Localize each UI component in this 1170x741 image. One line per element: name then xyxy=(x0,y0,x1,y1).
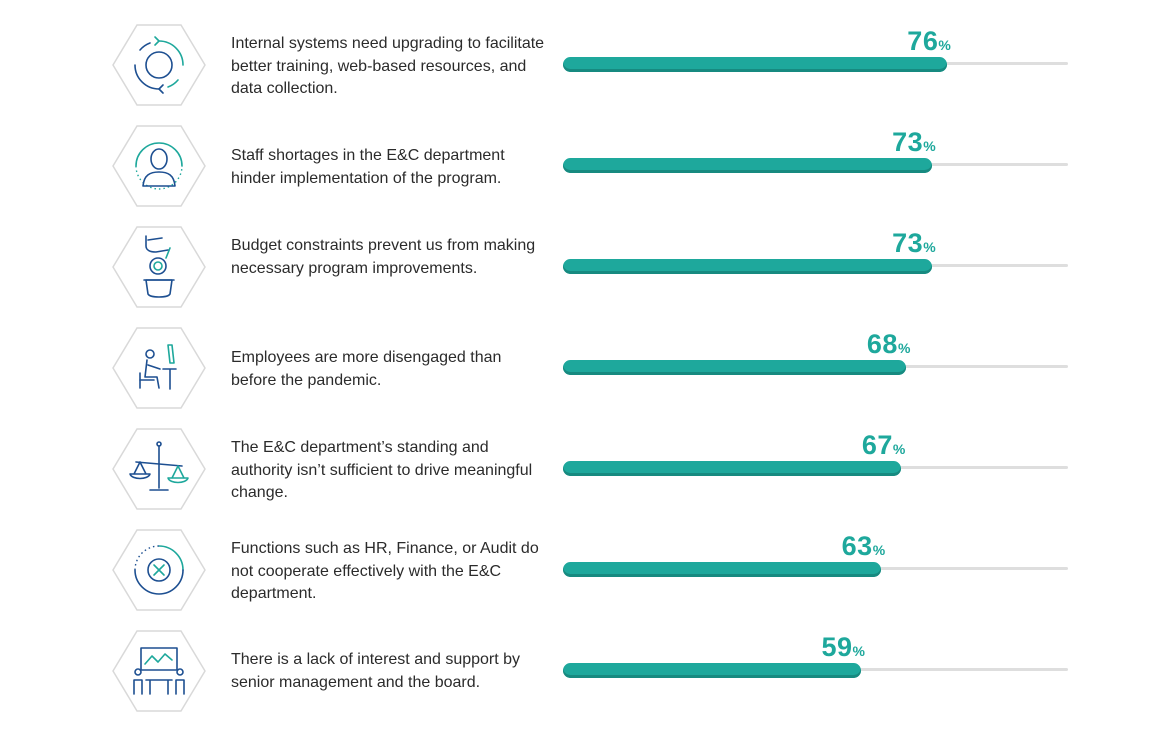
bar-row: Staff shortages in the E&C department hi… xyxy=(0,123,1170,223)
person-icon xyxy=(112,125,206,207)
data-label-value: 68 xyxy=(866,329,898,359)
bar xyxy=(563,360,907,375)
bar-row: The E&C department’s standing and author… xyxy=(0,426,1170,526)
bar-label: Functions such as HR, Finance, or Audit … xyxy=(231,540,539,602)
bar-row: Functions such as HR, Finance, or Audit … xyxy=(0,527,1170,627)
bar xyxy=(563,562,882,577)
percent-sign: % xyxy=(897,340,911,356)
bar-label: There is a lack of interest and support … xyxy=(231,651,521,691)
data-label: 73% xyxy=(816,228,936,258)
data-label: 68% xyxy=(790,329,911,359)
bar-label: Staff shortages in the E&C department hi… xyxy=(231,147,505,187)
bar-row: There is a lack of interest and support … xyxy=(0,628,1170,728)
coin-hand-icon xyxy=(112,226,206,308)
percent-sign: % xyxy=(923,138,936,154)
desk-worker-icon xyxy=(112,327,206,409)
refresh-circle-icon xyxy=(112,24,206,106)
data-label: 73% xyxy=(816,127,936,157)
bar xyxy=(563,663,861,678)
data-label: 67% xyxy=(785,430,906,460)
data-label-value: 63 xyxy=(841,531,873,561)
data-label-value: 73 xyxy=(892,127,924,157)
data-label: 59% xyxy=(745,632,865,662)
percent-sign: % xyxy=(872,542,886,558)
percent-sign: % xyxy=(923,239,936,255)
bar xyxy=(563,461,902,476)
boardroom-icon xyxy=(112,630,206,712)
bar xyxy=(563,259,932,274)
bar-label: The E&C department’s standing and author… xyxy=(231,439,533,501)
bar xyxy=(563,57,947,72)
scales-icon xyxy=(112,428,206,510)
bar-row: Employees are more disengaged than befor… xyxy=(0,325,1170,425)
data-label-value: 76 xyxy=(907,26,939,56)
bar-label: Internal systems need upgrading to facil… xyxy=(231,35,545,97)
bar-label: Budget constraints prevent us from makin… xyxy=(231,237,536,277)
data-label: 76% xyxy=(831,26,951,56)
bar-row: Internal systems need upgrading to facil… xyxy=(0,22,1170,122)
percent-sign: % xyxy=(938,37,951,53)
bar-row: Budget constraints prevent us from makin… xyxy=(0,224,1170,324)
data-label-value: 67 xyxy=(861,430,893,460)
percent-sign: % xyxy=(852,643,865,659)
data-label: 63% xyxy=(765,531,886,561)
bar-label: Employees are more disengaged than befor… xyxy=(231,349,502,389)
bar xyxy=(563,158,932,173)
percent-sign: % xyxy=(892,441,906,457)
data-label-value: 73 xyxy=(892,228,924,258)
data-label-value: 59 xyxy=(821,632,853,662)
cross-circle-icon xyxy=(112,529,206,611)
